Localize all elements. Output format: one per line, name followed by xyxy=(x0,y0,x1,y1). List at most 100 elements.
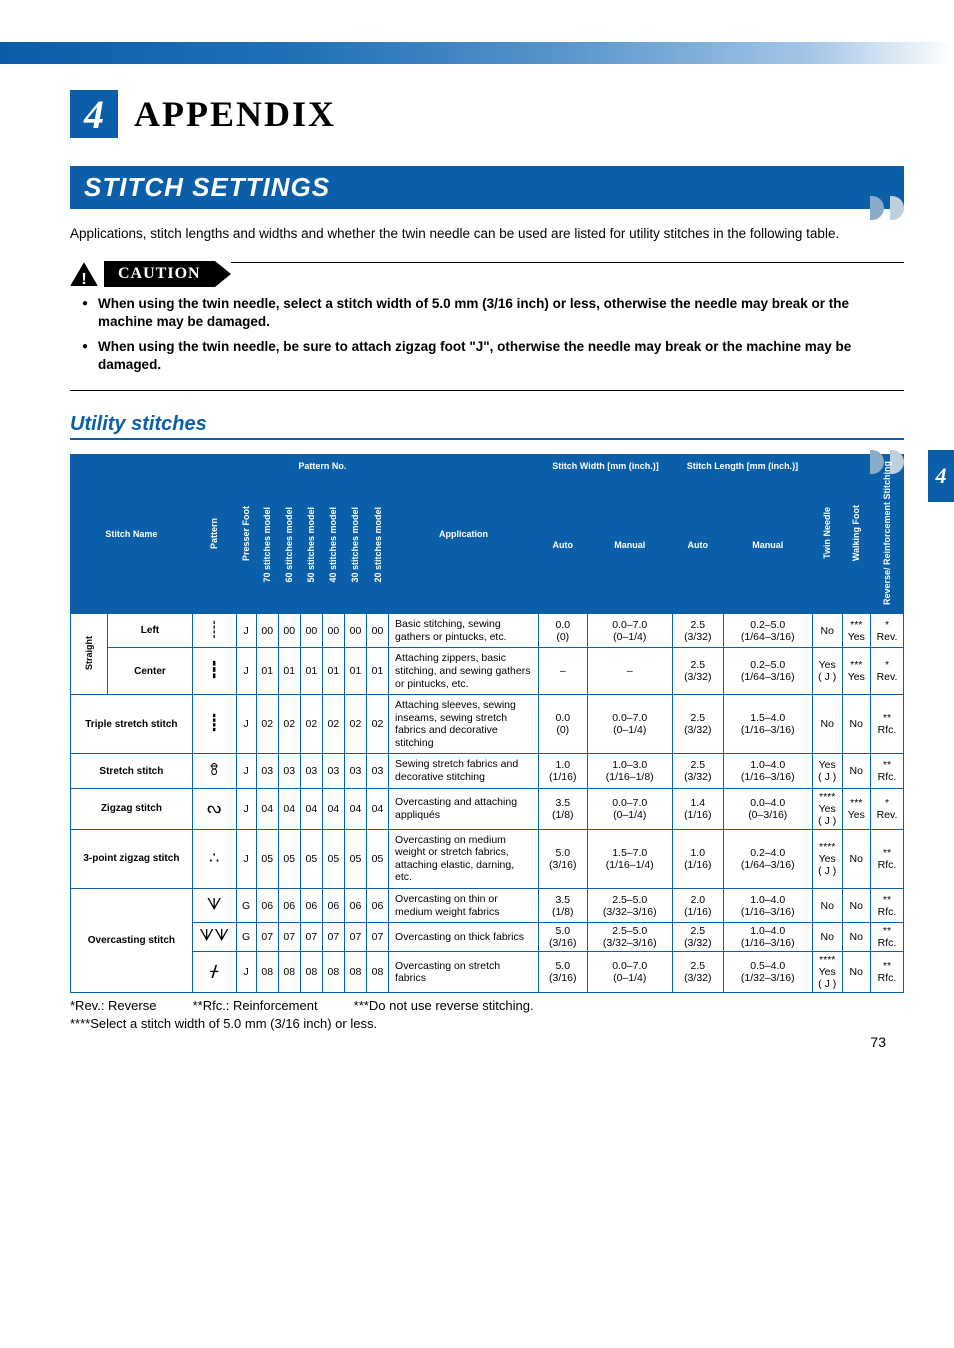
pattern-num: 00 xyxy=(256,614,278,648)
col-walk: Walking Foot xyxy=(842,455,871,614)
footnotes: *Rev.: Reverse **Rfc.: Reinforcement ***… xyxy=(70,997,904,1033)
width-auto: 3.5(1/8) xyxy=(539,889,587,923)
caution-header: ! CAUTION xyxy=(70,261,904,287)
col-width: Stitch Width [mm (inch.)] xyxy=(539,455,673,478)
reverse-stitch: *Rev. xyxy=(871,614,904,648)
col-reverse: Reverse/ Reinforcement Stitching xyxy=(871,455,904,614)
pattern-num: 08 xyxy=(278,952,300,993)
presser-foot: G xyxy=(236,889,256,923)
pattern-num: 01 xyxy=(344,648,366,695)
walking-foot: No xyxy=(842,829,871,888)
application: Overcasting on thick fabrics xyxy=(389,923,539,952)
pattern-num: 05 xyxy=(278,829,300,888)
col-auto: Auto xyxy=(539,477,587,613)
pattern-num: 04 xyxy=(256,788,278,829)
pattern-num: 05 xyxy=(256,829,278,888)
pattern-num: 05 xyxy=(344,829,366,888)
stitch-group: Overcasting stitch xyxy=(71,889,193,993)
footnote-line: *Rev.: Reverse **Rfc.: Reinforcement ***… xyxy=(70,997,904,1015)
intro-text: Applications, stitch lengths and widths … xyxy=(70,225,904,243)
pattern-glyph: ᗐ xyxy=(192,889,236,923)
presser-foot: J xyxy=(236,614,256,648)
reverse-stitch: *Rev. xyxy=(871,648,904,695)
pattern-num: 07 xyxy=(366,923,388,952)
reverse-stitch: **Rfc. xyxy=(871,952,904,993)
pattern-num: 08 xyxy=(344,952,366,993)
pattern-num: 08 xyxy=(366,952,388,993)
pattern-num: 06 xyxy=(300,889,322,923)
width-manual: 2.5–5.0(3/32–3/16) xyxy=(587,923,672,952)
width-manual: 1.5–7.0(1/16–1/4) xyxy=(587,829,672,888)
col-stitch-name: Stitch Name xyxy=(71,455,193,614)
stitch-group: 3-point zigzag stitch xyxy=(71,829,193,888)
pattern-glyph: ┋ xyxy=(192,695,236,754)
col-twin: Twin Needle xyxy=(812,455,842,614)
reverse-stitch: **Rfc. xyxy=(871,829,904,888)
presser-foot: J xyxy=(236,754,256,788)
twin-needle: No xyxy=(812,614,842,648)
application: Overcasting on medium weight or stretch … xyxy=(389,829,539,888)
pattern-num: 03 xyxy=(344,754,366,788)
pattern-num: 08 xyxy=(322,952,344,993)
stitch-sub: Center xyxy=(108,648,193,695)
caution-rule xyxy=(231,262,904,263)
table-row: Overcasting stitchᗐG060606060606Overcast… xyxy=(71,889,904,923)
chapter-number-box: 4 xyxy=(70,90,118,138)
reverse-stitch: *Rev. xyxy=(871,788,904,829)
presser-foot: G xyxy=(236,923,256,952)
pattern-glyph: ᗐᗐ xyxy=(192,923,236,952)
col-model: 70 stitches model xyxy=(256,477,278,613)
pattern-num: 06 xyxy=(366,889,388,923)
pattern-num: 00 xyxy=(322,614,344,648)
pattern-num: 01 xyxy=(366,648,388,695)
width-manual: 0.0–7.0(0–1/4) xyxy=(587,614,672,648)
pattern-glyph: ᚋ xyxy=(192,952,236,993)
pattern-num: 02 xyxy=(366,695,388,754)
col-manual: Manual xyxy=(723,477,812,613)
pattern-num: 02 xyxy=(300,695,322,754)
pattern-num: 07 xyxy=(344,923,366,952)
length-auto: 1.4(1/16) xyxy=(672,788,723,829)
twin-needle: No xyxy=(812,695,842,754)
length-manual: 0.2–5.0(1/64–3/16) xyxy=(723,614,812,648)
length-manual: 1.5–4.0(1/16–3/16) xyxy=(723,695,812,754)
table-row: ᚋJ080808080808Overcasting on stretch fab… xyxy=(71,952,904,993)
width-auto: 3.5(1/8) xyxy=(539,788,587,829)
width-manual: 1.0–3.0(1/16–1/8) xyxy=(587,754,672,788)
caution-block: ! CAUTION When using the twin needle, se… xyxy=(70,261,904,391)
length-manual: 1.0–4.0(1/16–3/16) xyxy=(723,889,812,923)
pattern-num: 03 xyxy=(300,754,322,788)
length-auto: 2.5(3/32) xyxy=(672,695,723,754)
pattern-num: 05 xyxy=(300,829,322,888)
side-tab-number: 4 xyxy=(936,463,947,489)
pattern-num: 06 xyxy=(322,889,344,923)
col-manual: Manual xyxy=(587,477,672,613)
width-manual: 0.0–7.0(0–1/4) xyxy=(587,695,672,754)
stitch-settings-table: Stitch Name Pattern Presser Foot Pattern… xyxy=(70,454,904,993)
application: Sewing stretch fabrics and decorative st… xyxy=(389,754,539,788)
application: Overcasting on stretch fabrics xyxy=(389,952,539,993)
twin-needle: No xyxy=(812,889,842,923)
pattern-num: 03 xyxy=(322,754,344,788)
pattern-num: 02 xyxy=(278,695,300,754)
pattern-num: 03 xyxy=(366,754,388,788)
reverse-stitch: **Rfc. xyxy=(871,695,904,754)
stitch-group: Straight xyxy=(71,614,108,695)
pattern-num: 04 xyxy=(344,788,366,829)
col-pattern-no: Pattern No. xyxy=(256,455,388,478)
pattern-num: 07 xyxy=(278,923,300,952)
twin-needle: ****Yes( J ) xyxy=(812,788,842,829)
chapter-title: APPENDIX xyxy=(134,93,336,135)
reverse-stitch: **Rfc. xyxy=(871,923,904,952)
pattern-num: 05 xyxy=(366,829,388,888)
table-row: ᗐᗐG070707070707Overcasting on thick fabr… xyxy=(71,923,904,952)
chapter-heading: 4 APPENDIX xyxy=(70,90,904,138)
twin-needle: ****Yes( J ) xyxy=(812,829,842,888)
caution-label: CAUTION xyxy=(104,261,215,287)
pattern-num: 04 xyxy=(300,788,322,829)
pattern-num: 02 xyxy=(344,695,366,754)
width-auto: 0.0(0) xyxy=(539,695,587,754)
pattern-num: 03 xyxy=(256,754,278,788)
length-auto: 2.0(1/16) xyxy=(672,889,723,923)
pattern-num: 01 xyxy=(322,648,344,695)
